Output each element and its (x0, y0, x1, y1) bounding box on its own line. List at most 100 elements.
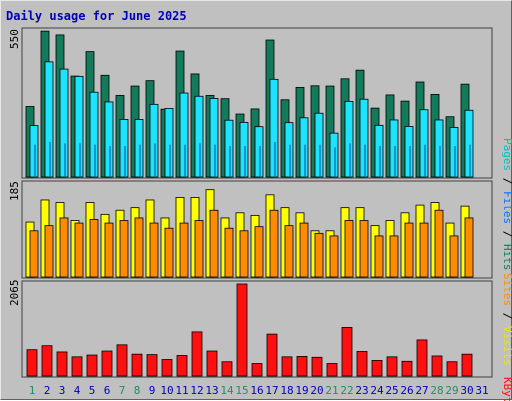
day-label: 2 (44, 384, 51, 397)
pages-bar (109, 146, 111, 177)
sites-bar (104, 222, 114, 278)
legend-visits: Visits (501, 326, 512, 366)
sites-bar (314, 232, 324, 278)
sites-bar (419, 222, 429, 278)
kbytes-bars (26, 283, 473, 377)
sites-bar (149, 222, 159, 278)
day-label: 16 (250, 384, 263, 397)
sites-bar (59, 217, 69, 278)
kbytes-bar (146, 354, 158, 377)
day-label: 7 (119, 384, 126, 397)
sites-bar (449, 235, 459, 278)
legend-hits: Hits (501, 244, 512, 271)
kbytes-bar (86, 354, 98, 377)
middle-legend: Sites / Visits (501, 273, 512, 366)
sites-bar (44, 225, 54, 278)
sites-bar (299, 222, 309, 278)
pages-bar (334, 147, 336, 177)
day-label: 22 (340, 384, 353, 397)
pages-bar (214, 144, 216, 177)
kbytes-panel (21, 280, 493, 378)
sites-bar (224, 227, 234, 278)
sites-bar (284, 225, 294, 278)
pages-bar (154, 143, 156, 177)
kbytes-bar (461, 353, 473, 377)
kbytes-bar (401, 360, 413, 377)
sites-bar (179, 222, 189, 278)
bottom-max-label: 2065 (8, 280, 21, 307)
pages-bar (259, 146, 261, 177)
chart-title: Daily usage for June 2025 (6, 9, 187, 23)
legend-pages: Pages (501, 138, 512, 171)
day-label: 23 (355, 384, 368, 397)
kbytes-bar (131, 353, 143, 377)
pages-bar (454, 146, 456, 177)
pages-bar (49, 142, 51, 177)
day-label: 31 (475, 384, 488, 397)
sites-bar (404, 222, 414, 278)
sites-bar (374, 235, 384, 278)
hits-files-pages-bars (25, 30, 474, 178)
day-label: 30 (460, 384, 473, 397)
sites-bar (89, 219, 99, 278)
sites-bar (359, 220, 369, 278)
day-label: 10 (160, 384, 173, 397)
pages-bar (469, 144, 471, 177)
kbytes-bar (236, 283, 248, 377)
pages-bar (289, 144, 291, 177)
day-label: 19 (295, 384, 308, 397)
day-label: 8 (134, 384, 141, 397)
pages-bar (379, 146, 381, 177)
kbytes-bar (56, 351, 68, 377)
pages-bar (319, 144, 321, 177)
sites-bar (29, 230, 39, 278)
kbytes-bar (431, 355, 443, 377)
pages-bar (34, 144, 36, 177)
pages-bar (424, 144, 426, 177)
day-label: 4 (74, 384, 81, 397)
sites-bar (269, 209, 279, 278)
sites-bar (329, 235, 339, 278)
kbytes-bar (371, 360, 383, 377)
pages-bar (139, 144, 141, 177)
top-legend: Pages / Files / Hits (501, 138, 512, 271)
kbytes-bar (356, 351, 368, 377)
sites-bar (464, 217, 474, 278)
kbytes-bar (71, 356, 83, 377)
sites-bar (254, 226, 264, 278)
kbytes-bar (251, 363, 263, 377)
sites-bar (209, 209, 219, 278)
kbytes-bar (191, 331, 203, 377)
kbytes-bar (266, 333, 278, 377)
sites-bar (119, 220, 129, 278)
pages-bar (364, 144, 366, 177)
legend-sites: Sites (501, 273, 512, 306)
kbytes-bar (446, 361, 458, 377)
day-label: 9 (149, 384, 156, 397)
day-label: 17 (265, 384, 278, 397)
pages-bar (64, 143, 66, 177)
pages-bar (439, 146, 441, 177)
kbytes-bar (161, 359, 173, 377)
legend-files: Files (501, 191, 512, 224)
sites-bar (194, 220, 204, 278)
kbytes-bar (326, 363, 338, 377)
day-label: 29 (445, 384, 458, 397)
pages-bar (394, 146, 396, 177)
kbytes-bar (416, 339, 428, 377)
kbytes-bar (296, 355, 308, 377)
sites-bar (74, 222, 84, 278)
sites-visits-bars (25, 189, 474, 278)
pages-bar (184, 144, 186, 177)
kbytes-bar (386, 356, 398, 377)
day-label: 13 (205, 384, 218, 397)
day-label: 20 (310, 384, 323, 397)
legend-kbytes: KBytes (501, 377, 512, 401)
day-label: 26 (400, 384, 413, 397)
day-label: 12 (190, 384, 203, 397)
day-label: 24 (370, 384, 384, 397)
pages-bar (124, 146, 126, 177)
day-label: 3 (59, 384, 66, 397)
day-label: 18 (280, 384, 293, 397)
